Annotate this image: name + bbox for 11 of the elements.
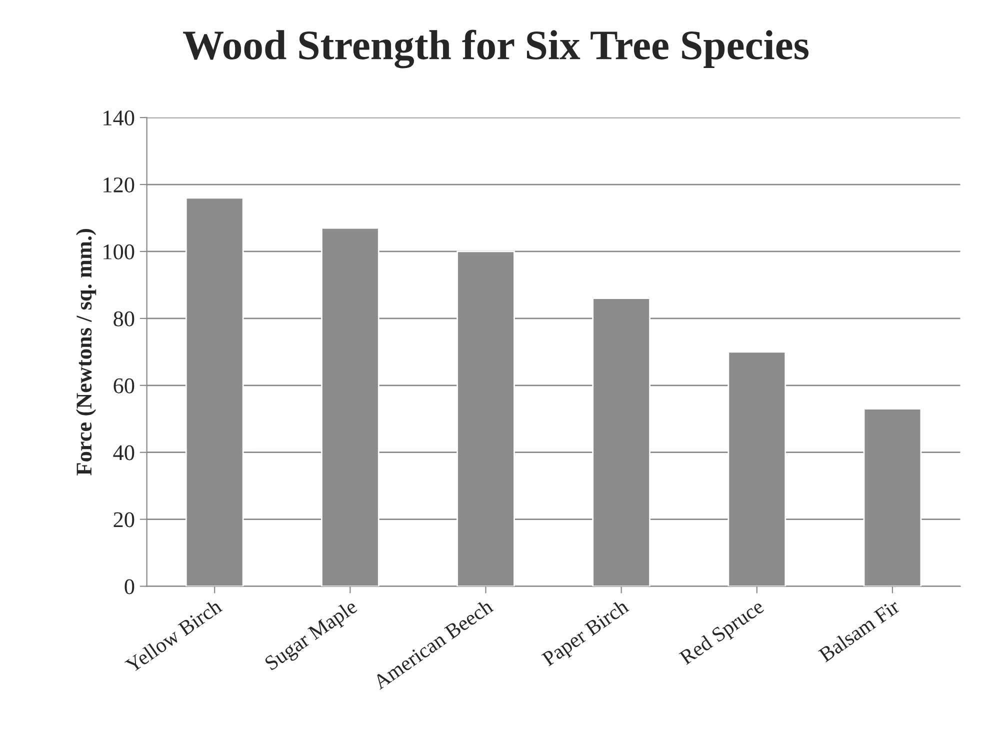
x-tick-label: Paper Birch [540, 598, 632, 670]
y-tick-label: 120 [104, 177, 134, 192]
y-tick-label: 100 [104, 244, 134, 260]
y-tick-label: 60 [114, 378, 134, 394]
y-tick-label: 0 [124, 579, 134, 594]
y-tick-label: 40 [113, 445, 134, 460]
y-axis-title: Force (Newtons / sq. mm.) [76, 229, 96, 476]
y-tick-label: 80 [114, 311, 134, 326]
y-tick-label: 140 [104, 110, 134, 126]
y-tick-label: 20 [114, 512, 134, 528]
chart-title: Wood Strength for Six Tree Species [183, 30, 809, 68]
